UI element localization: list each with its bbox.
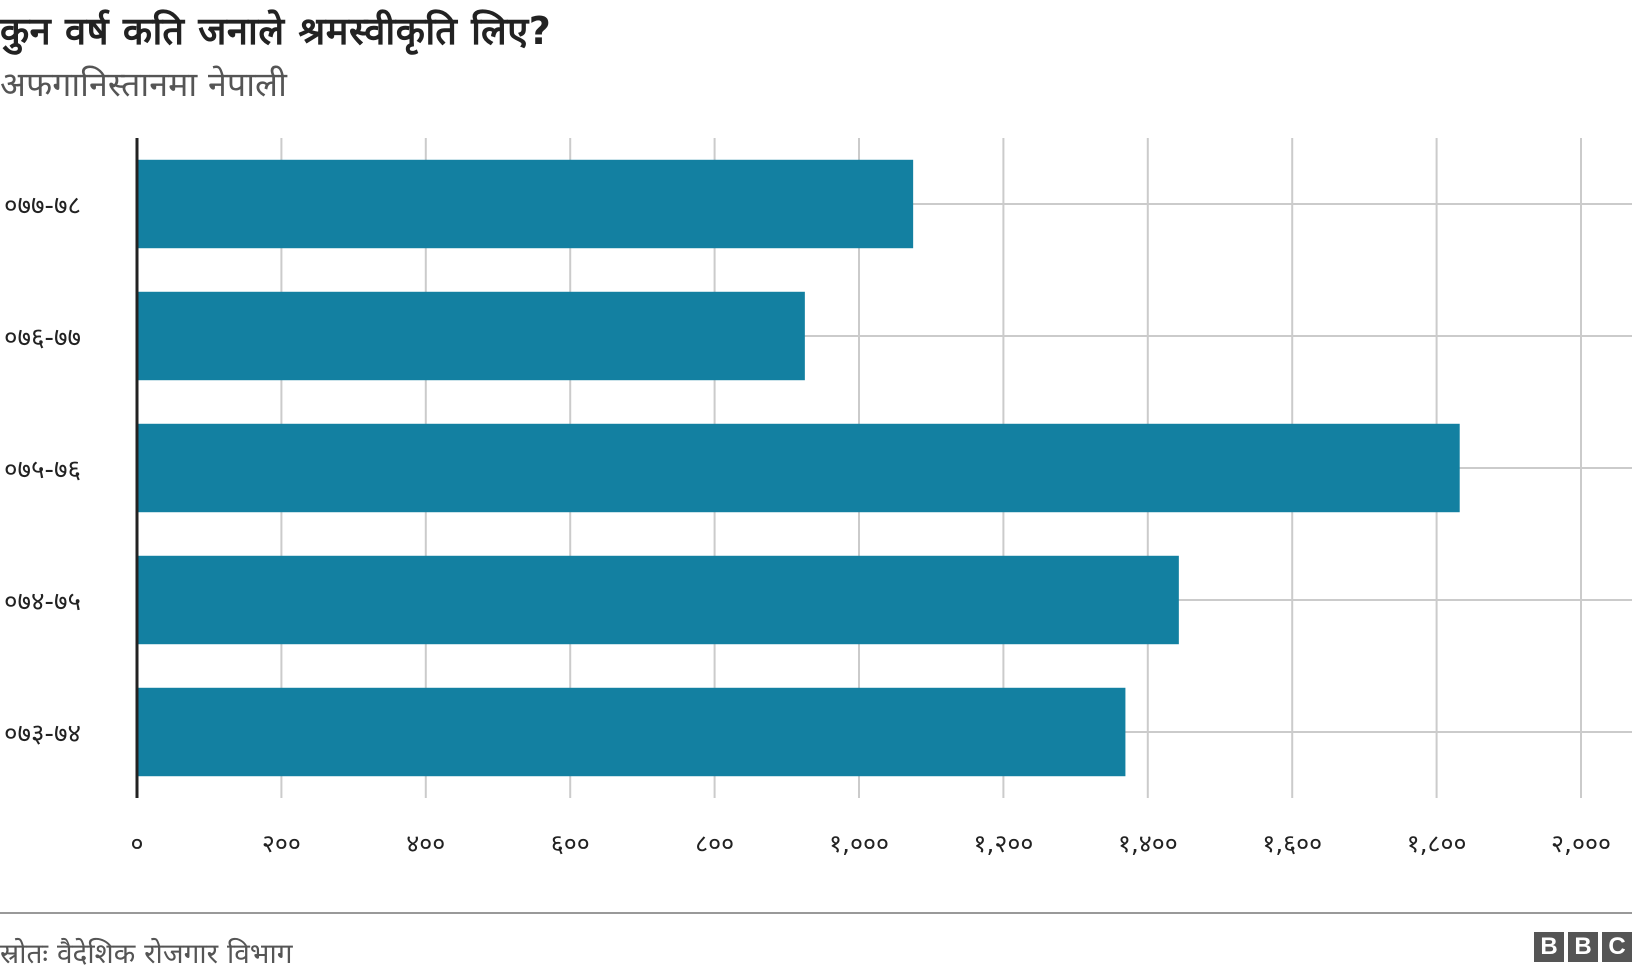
bbc-logo: B B C	[1534, 932, 1632, 962]
category-label: ०७७-७८	[4, 191, 81, 221]
bar-chart: ०७७-७८ ०७६-७७ ०७५-७६ ०७४-७५ ०७३-७४ ० २०० ४०० ६००…	[4, 138, 1632, 858]
x-tick-label: १,०००	[829, 829, 889, 858]
bar	[137, 291, 805, 381]
category-label: ०७६-७७	[4, 323, 81, 353]
logo-letter: C	[1602, 932, 1632, 962]
bar	[137, 555, 1179, 645]
x-tick-label: २,०००	[1551, 829, 1611, 858]
x-tick-label: ४००	[406, 829, 445, 858]
footer-divider	[0, 912, 1632, 914]
source-note: स्रोतः वैदेशिक रोजगार विभाग	[0, 937, 293, 970]
category-label: ०७३-७४	[4, 719, 81, 749]
x-tick-label: २००	[262, 829, 301, 858]
x-tick-label: ८००	[695, 829, 734, 858]
logo-letter: B	[1568, 932, 1598, 962]
x-tick-label: १,२००	[973, 829, 1033, 858]
category-label: ०७४-७५	[4, 587, 81, 617]
x-tick-label: १,६००	[1262, 829, 1322, 858]
x-tick-label: १,८००	[1407, 829, 1467, 858]
x-tick-label: ६००	[551, 829, 590, 858]
bar	[137, 423, 1460, 513]
bar	[137, 687, 1126, 777]
bar	[137, 159, 914, 249]
chart-subtitle: अफगानिस्तानमा नेपाली	[0, 65, 287, 105]
chart-title: कुन वर्ष कति जनाले श्रमस्वीकृति लिए?	[0, 9, 552, 53]
category-label: ०७५-७६	[4, 455, 81, 485]
x-tick-label: ०	[130, 829, 143, 858]
x-tick-label: १,४००	[1118, 829, 1178, 858]
logo-letter: B	[1534, 932, 1564, 962]
